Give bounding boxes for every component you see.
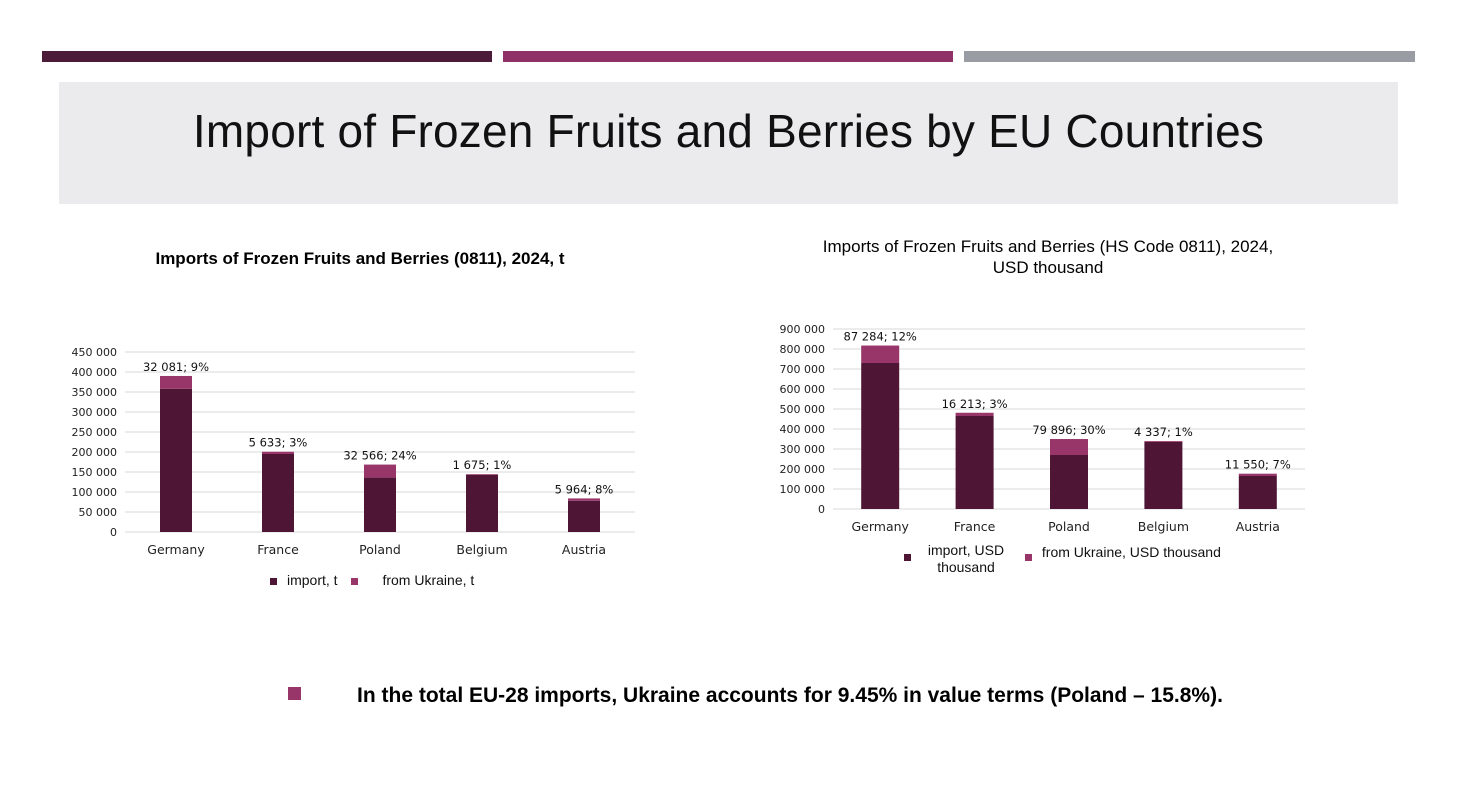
data-label: 87 284; 12% xyxy=(844,330,917,344)
bar-import xyxy=(861,363,900,509)
bar-import xyxy=(160,388,192,532)
y-tick-label: 400 000 xyxy=(780,423,826,436)
y-tick-label: 400 000 xyxy=(72,366,118,379)
legend-label-ukraine: from Ukraine, t xyxy=(382,572,475,588)
bar-import xyxy=(364,477,396,532)
summary-text: In the total EU-28 imports, Ukraine acco… xyxy=(357,684,1223,707)
y-tick-label: 150 000 xyxy=(72,466,118,479)
y-tick-label: 300 000 xyxy=(72,406,118,419)
y-tick-label: 50 000 xyxy=(79,506,118,519)
bar-import xyxy=(262,454,294,532)
data-label: 32 566; 24% xyxy=(343,449,416,463)
y-tick-label: 600 000 xyxy=(780,383,826,396)
data-label: 11 550; 7% xyxy=(1225,458,1291,472)
bar-ukraine xyxy=(1050,439,1088,455)
x-category-label: Poland xyxy=(359,542,401,557)
page-title: Import of Frozen Fruits and Berries by E… xyxy=(192,105,1265,157)
bar-import xyxy=(466,474,498,532)
bar-import xyxy=(1238,476,1277,509)
y-tick-label: 250 000 xyxy=(72,426,118,439)
chart-usd-plot: 0 100 000 200 000 300 000 400 000 500 000 600 … xyxy=(780,323,1305,534)
data-label: 1 675; 1% xyxy=(453,458,512,472)
y-tick-label: 0 xyxy=(818,503,825,516)
chart-title: Imports of Frozen Fruits and Berries (HS… xyxy=(822,237,1274,277)
legend-swatch-ukraine xyxy=(351,577,359,585)
bar-import xyxy=(568,500,600,532)
data-label: 79 896; 30% xyxy=(1032,423,1105,437)
x-category-label: Austria xyxy=(562,542,606,557)
bullet-square-icon xyxy=(288,687,301,700)
data-label: 4 337; 1% xyxy=(1134,425,1193,439)
y-tick-label: 900 000 xyxy=(780,323,826,336)
x-category-label: Austria xyxy=(1236,519,1280,534)
legend-swatch-ukraine xyxy=(1024,554,1032,561)
chart-usd: Imports of Frozen Fruits and Berries (HS… xyxy=(768,232,1328,582)
y-tick-label: 800 000 xyxy=(780,343,826,356)
bar-import xyxy=(1050,455,1088,509)
legend-swatch-import xyxy=(270,577,277,585)
y-tick-label: 200 000 xyxy=(780,463,826,476)
bar-ukraine xyxy=(466,474,498,475)
y-tick-label: 0 xyxy=(110,526,117,539)
y-tick-label: 450 000 xyxy=(72,346,118,359)
chart-legend: import, t from Ukraine, t xyxy=(270,572,474,588)
x-category-label: Poland xyxy=(1048,519,1090,534)
data-label: 16 213; 3% xyxy=(942,397,1008,411)
bar-ukraine xyxy=(955,412,994,416)
data-label: 32 081; 9% xyxy=(143,360,209,374)
y-tick-label: 500 000 xyxy=(780,403,826,416)
x-category-label: Belgium xyxy=(456,542,507,557)
y-tick-label: 100 000 xyxy=(72,486,118,499)
bar-ukraine xyxy=(262,451,294,454)
y-tick-label: 700 000 xyxy=(780,363,826,376)
x-category-label: Germany xyxy=(851,519,909,534)
bar-ukraine xyxy=(568,498,600,501)
bar-import xyxy=(1144,442,1183,509)
x-category-label: France xyxy=(954,519,996,534)
header-strip-dark xyxy=(42,51,492,62)
chart-tonnes: Imports of Frozen Fruits and Berries (08… xyxy=(60,240,660,588)
header-strip-gray xyxy=(964,51,1415,62)
bar-import xyxy=(955,416,994,509)
bar-ukraine xyxy=(160,375,192,389)
bar-ukraine xyxy=(364,464,396,478)
bar-ukraine xyxy=(1144,441,1183,442)
chart-legend: import, USD thousand from Ukraine, USD t… xyxy=(904,542,1221,576)
y-tick-label: 100 000 xyxy=(780,483,826,496)
chart-tonnes-plot: 0 50 000 100 000 150 000 200 000 250 000 300 0… xyxy=(72,346,635,557)
bar-ukraine xyxy=(1238,473,1277,476)
y-tick-label: 300 000 xyxy=(780,443,826,456)
legend-label-ukraine: from Ukraine, USD thousand xyxy=(1041,544,1221,560)
x-category-label: France xyxy=(257,542,299,557)
data-label: 5 964; 8% xyxy=(555,482,614,496)
header-strip-magenta xyxy=(503,51,953,62)
x-category-label: Germany xyxy=(147,542,205,557)
data-label: 5 633; 3% xyxy=(249,436,308,450)
y-tick-label: 200 000 xyxy=(72,446,118,459)
title-panel: Import of Frozen Fruits and Berries by E… xyxy=(59,82,1398,204)
chart-title: Imports of Frozen Fruits and Berries (08… xyxy=(155,249,565,268)
legend-label-import: import, t xyxy=(287,572,338,588)
x-category-label: Belgium xyxy=(1138,519,1189,534)
legend-swatch-import xyxy=(904,554,911,561)
legend-label-import: import, USD thousand xyxy=(927,542,1005,575)
bar-ukraine xyxy=(861,345,900,363)
y-tick-label: 350 000 xyxy=(72,386,118,399)
